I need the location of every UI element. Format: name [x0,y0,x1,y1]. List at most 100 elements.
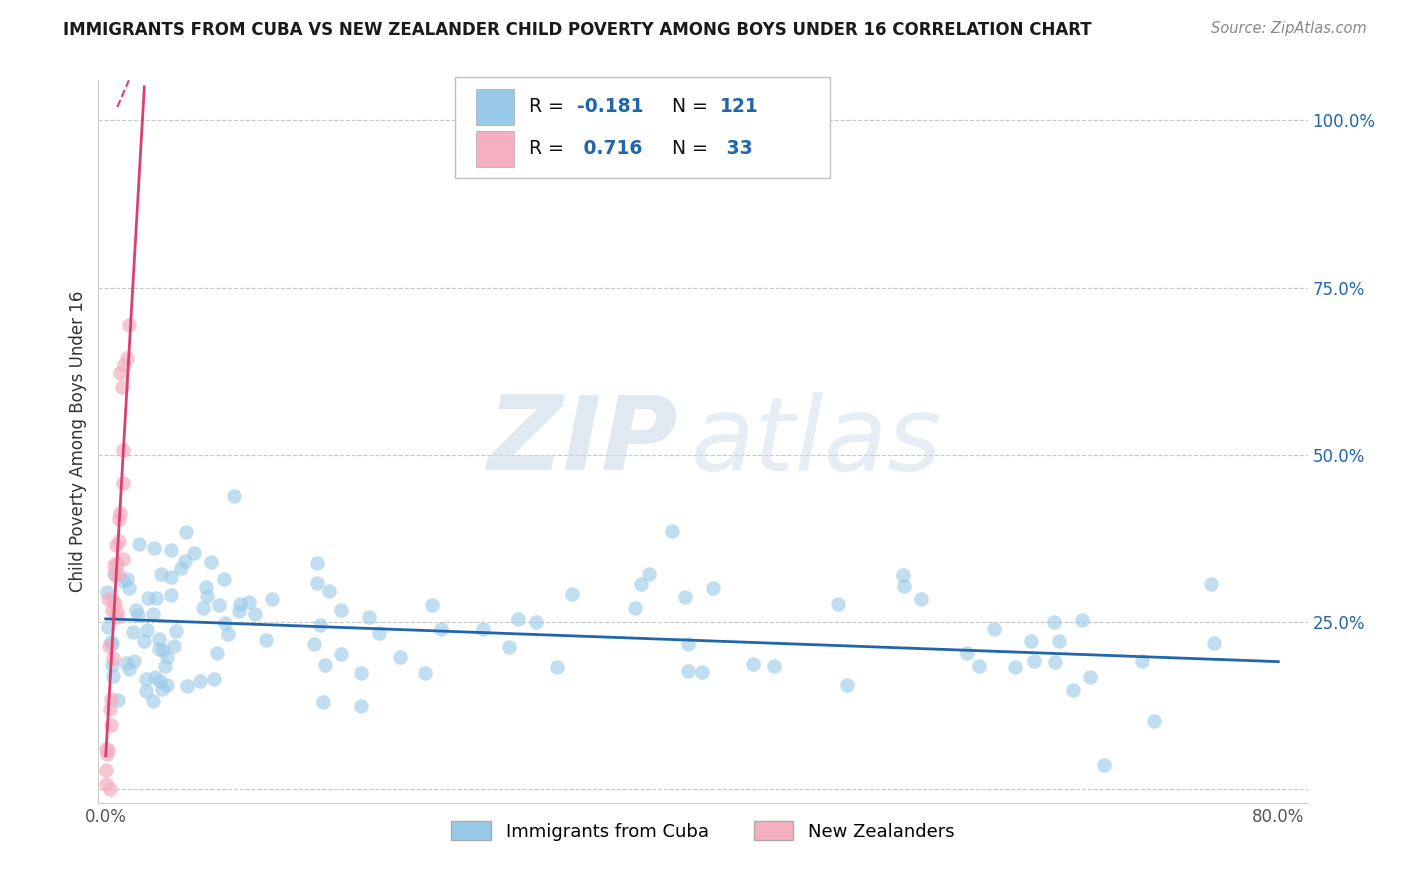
Point [983,623,1005,637]
Point [124,602,146,616]
Point [359,610,381,624]
Point [1024,655,1046,669]
FancyBboxPatch shape [475,88,515,125]
Point [368,626,391,640]
Text: -0.181: -0.181 [578,97,644,116]
Point [217,627,239,641]
Point [135,672,157,686]
Point [350,665,373,680]
Point [1078,670,1101,684]
Point [105,610,128,624]
Point [97,620,120,634]
Text: 0.716: 0.716 [578,139,643,159]
Point [827,598,849,612]
Point [207,646,229,660]
Point [195,590,218,604]
Point [676,637,699,651]
Point [96,763,118,777]
Point [159,588,181,602]
Point [143,670,166,684]
Point [891,567,914,582]
Point [176,679,198,693]
Text: 33: 33 [720,139,752,159]
Point [107,511,129,525]
Point [101,602,124,616]
Point [676,665,699,679]
Point [118,581,141,595]
Point [1143,714,1166,728]
Point [312,695,335,709]
Point [183,546,205,560]
Point [101,593,124,607]
Point [149,674,172,689]
Point [96,585,118,599]
Point [122,625,145,640]
Point [329,602,352,616]
Point [150,567,173,582]
Point [115,657,138,671]
Y-axis label: Child Poverty Among Boys Under 16: Child Poverty Among Boys Under 16 [69,291,87,592]
Point [105,556,128,570]
FancyBboxPatch shape [475,131,515,167]
Point [673,590,696,604]
Text: IMMIGRANTS FROM CUBA VS NEW ZEALANDER CHILD POVERTY AMONG BOYS UNDER 16 CORRELAT: IMMIGRANTS FROM CUBA VS NEW ZEALANDER CH… [63,21,1092,39]
Point [305,576,328,591]
Point [105,538,128,552]
Point [638,566,661,581]
Point [260,591,283,606]
Point [96,777,118,791]
Text: Source: ZipAtlas.com: Source: ZipAtlas.com [1211,21,1367,37]
Point [100,718,122,732]
Point [143,541,166,556]
Point [163,639,186,653]
Text: ZIP: ZIP [488,391,679,492]
Point [107,693,129,707]
Point [132,633,155,648]
Point [763,659,786,673]
Point [111,552,134,566]
Point [893,578,915,592]
Point [97,639,120,653]
Point [350,699,373,714]
Point [135,623,157,637]
Point [1019,634,1042,648]
FancyBboxPatch shape [456,77,830,178]
Point [152,642,174,657]
Point [122,654,145,668]
Point [108,533,131,548]
Point [115,572,138,586]
Point [112,358,135,372]
Text: N =: N = [672,139,713,159]
Point [96,741,118,756]
Text: R =: R = [529,97,569,116]
Point [742,657,765,672]
Point [661,524,683,539]
Point [690,665,713,679]
Point [969,659,991,673]
Point [104,567,127,582]
Point [1004,660,1026,674]
Point [100,657,122,672]
Point [318,584,340,599]
Point [173,554,195,568]
Point [97,592,120,607]
Point [112,476,135,491]
Point [835,678,858,692]
Point [309,618,332,632]
Point [169,561,191,575]
Point [243,607,266,621]
Point [160,542,183,557]
Point [135,684,157,698]
Point [107,567,129,582]
Point [153,659,176,673]
Point [228,604,250,618]
Point [100,692,122,706]
Point [145,591,167,606]
Point [1043,655,1066,669]
Point [212,572,235,586]
Point [111,443,134,458]
Point [420,598,443,612]
Point [112,574,135,588]
Point [100,635,122,649]
Point [194,580,217,594]
